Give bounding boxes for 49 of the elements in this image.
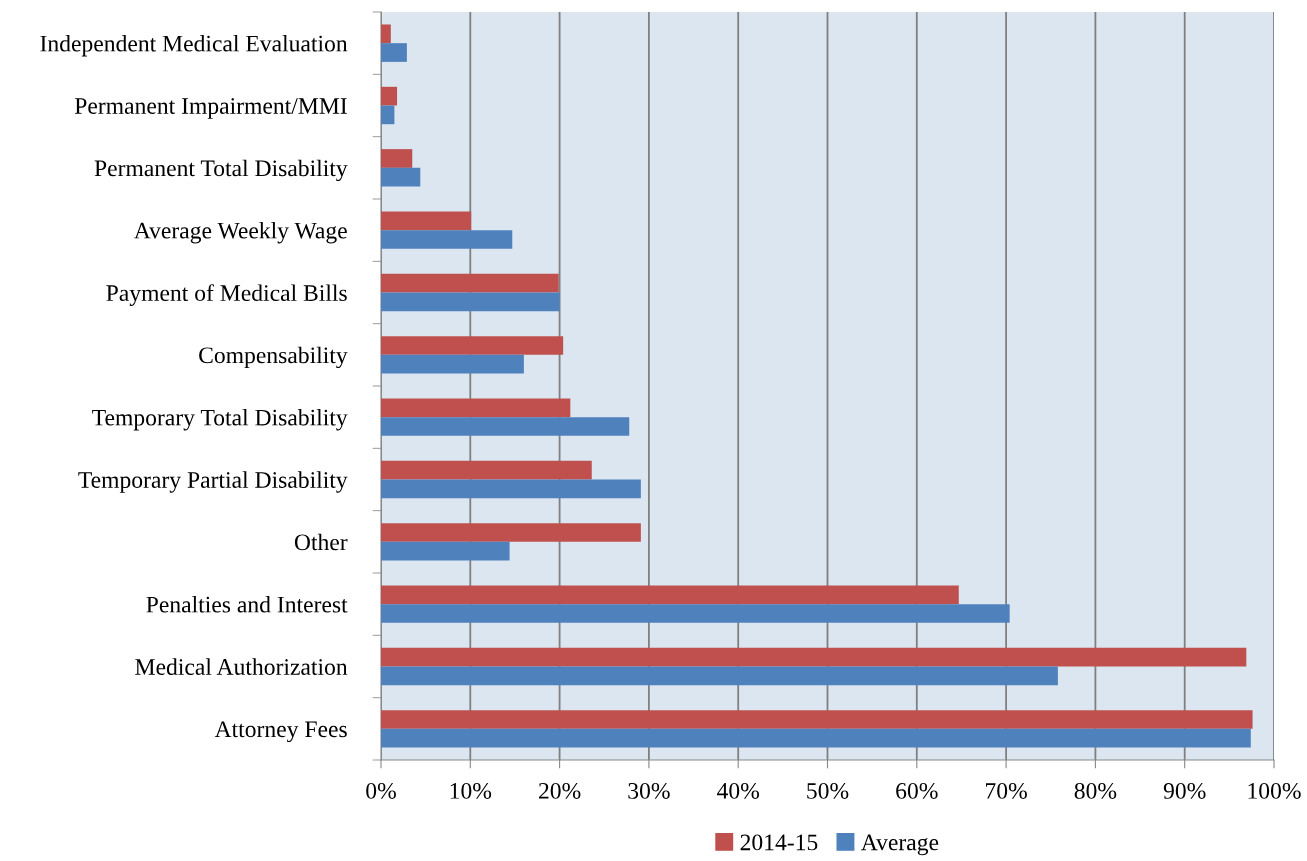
bar [381, 398, 571, 418]
bar [381, 479, 641, 499]
bar [381, 460, 592, 480]
legend-label: 2014-15 [740, 834, 818, 851]
x-tick-label: 100% [1248, 782, 1301, 799]
x-tick-label: 40% [717, 782, 760, 799]
bar [381, 24, 391, 44]
y-tick-label: Medical Authorization [135, 658, 348, 675]
x-tick-label: 70% [986, 782, 1027, 799]
bar [381, 149, 413, 168]
y-tick-label: Penalties and Interest [146, 595, 348, 613]
bar [381, 666, 1058, 686]
bar [381, 710, 1253, 729]
bar [381, 354, 524, 374]
y-tick-label: Payment of Medical Bills [106, 284, 347, 306]
bar [381, 273, 559, 293]
bar [381, 336, 564, 355]
x-tick-label: 30% [628, 782, 670, 799]
bar [381, 105, 395, 125]
bar [381, 523, 641, 542]
x-tick-label: 60% [896, 782, 938, 799]
x-tick-label: 80% [1074, 782, 1117, 799]
legend-label: Average [861, 834, 939, 856]
bar [381, 43, 407, 62]
bar [381, 541, 510, 561]
x-tick-label: 0% [366, 782, 396, 799]
bar [381, 647, 1247, 667]
x-tick-label: 20% [539, 782, 581, 799]
x-tick-label: 10% [450, 782, 492, 799]
y-tick-label: Other [294, 533, 348, 551]
y-tick-label: Temporary Partial Disability [78, 471, 348, 493]
x-tick-label: 90% [1163, 782, 1206, 799]
y-tick-label: Compensability [199, 346, 348, 369]
y-tick-label: Average Weekly Wage [134, 221, 347, 244]
bar [381, 86, 398, 106]
y-tick-label: Permanent Total Disability [94, 159, 348, 182]
y-tick-label: Temporary Total Disability [92, 408, 348, 431]
y-tick-label: Attorney Fees [214, 721, 347, 743]
x-tick-label: 50% [807, 782, 849, 799]
bar [381, 230, 513, 249]
bar [381, 417, 630, 436]
y-tick-label: Permanent Impairment/MMI [74, 98, 347, 119]
bar [381, 167, 421, 187]
y-tick-label: Independent Medical Evaluation [40, 34, 348, 57]
bar [381, 292, 560, 312]
bar [381, 604, 1010, 623]
bar [381, 585, 959, 605]
bar [381, 728, 1251, 748]
bar [381, 211, 472, 231]
